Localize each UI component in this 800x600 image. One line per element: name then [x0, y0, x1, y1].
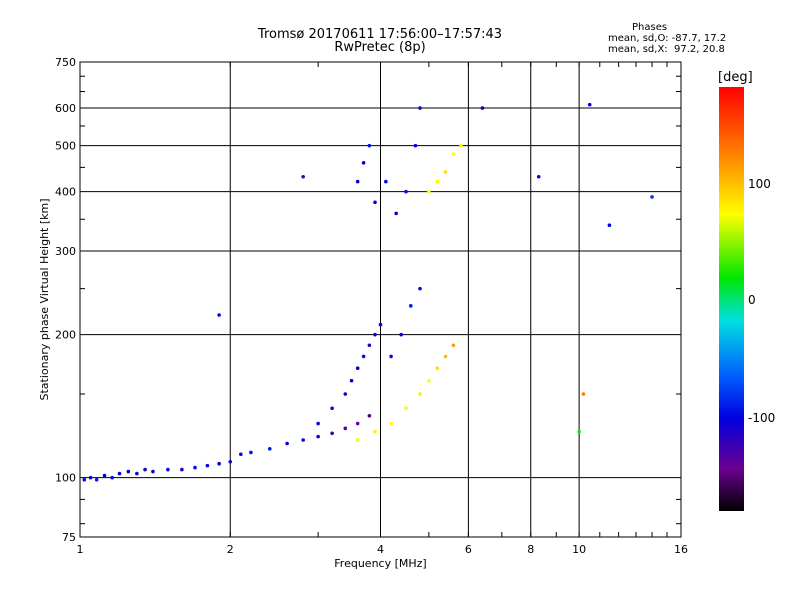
data-point — [459, 143, 463, 148]
data-point — [193, 465, 197, 470]
y-tick-label: 600 — [55, 102, 76, 115]
y-tick-label: 750 — [55, 56, 76, 69]
data-point — [451, 152, 456, 156]
x-tick-label: 8 — [527, 543, 534, 556]
data-point — [413, 143, 418, 148]
data-point — [367, 413, 372, 418]
chart-title: Tromsø 20170611 17:56:00–17:57:43 — [257, 27, 503, 42]
data-point — [217, 313, 221, 317]
x-tick-label: 2 — [227, 543, 234, 556]
data-point — [418, 106, 422, 110]
colorbar-tick-0: 0 — [748, 293, 756, 307]
data-point — [427, 189, 431, 194]
data-point — [650, 195, 654, 199]
data-point — [389, 354, 393, 359]
data-point — [82, 477, 87, 482]
data-point — [408, 304, 413, 308]
data-point — [126, 469, 131, 474]
data-point — [343, 426, 348, 431]
data-point — [355, 179, 360, 184]
stats-title: Phases — [632, 22, 668, 33]
data-point — [389, 421, 393, 426]
x-tick-label: 16 — [674, 543, 688, 556]
data-point — [361, 161, 366, 165]
data-point — [404, 189, 408, 194]
stats-o-mode: mean, sd,O: -87.7, 17.2 — [608, 33, 727, 44]
data-point — [536, 174, 541, 179]
data-point — [587, 102, 592, 107]
data-point — [607, 223, 612, 228]
data-point — [94, 477, 99, 482]
y-tick-label: 200 — [55, 329, 76, 342]
data-point — [267, 447, 272, 451]
data-point — [577, 429, 581, 434]
y-tick-label: 100 — [55, 472, 76, 485]
x-tick-label: 6 — [465, 543, 472, 556]
data-point — [228, 459, 233, 464]
data-point — [384, 179, 388, 184]
data-point — [239, 452, 243, 457]
data-point — [102, 473, 107, 478]
data-point — [361, 354, 366, 359]
data-point — [373, 200, 377, 205]
x-tick-label: 10 — [572, 543, 586, 556]
data-point — [285, 441, 289, 446]
data-point — [217, 461, 221, 466]
data-point — [435, 366, 440, 370]
colorbar — [719, 87, 744, 511]
data-point — [435, 179, 440, 184]
data-point — [355, 421, 360, 426]
data-point — [443, 354, 448, 359]
data-point — [480, 106, 485, 110]
data-point — [143, 467, 147, 472]
x-tick-label: 4 — [377, 543, 384, 556]
data-point — [451, 343, 456, 348]
x-tick-label: 1 — [77, 543, 84, 556]
data-point — [88, 475, 93, 480]
data-point — [349, 378, 354, 383]
data-point — [151, 469, 155, 474]
data-point — [399, 332, 403, 337]
data-point — [117, 471, 122, 476]
data-point — [418, 392, 422, 396]
data-point — [180, 467, 184, 472]
data-point — [367, 343, 372, 348]
data-point — [355, 366, 360, 370]
data-point — [205, 463, 210, 468]
data-point — [373, 332, 377, 337]
data-point — [443, 170, 448, 174]
data-point — [316, 421, 320, 426]
data-point — [330, 406, 334, 411]
data-point — [110, 475, 114, 480]
y-tick-label: 300 — [55, 245, 76, 258]
data-point — [330, 431, 334, 436]
data-point — [418, 286, 422, 291]
x-axis-label: Frequency [MHz] — [334, 557, 426, 570]
chart-subtitle: RwPretec (8p) — [334, 40, 426, 55]
colorbar-unit-label: [deg] — [718, 70, 753, 85]
data-point — [355, 438, 360, 442]
colorbar-tick-100: 100 — [748, 177, 771, 191]
colorbar-tick-minus-100: -100 — [748, 411, 776, 425]
y-tick-label: 500 — [55, 140, 76, 153]
data-point — [316, 434, 320, 439]
y-tick-label: 75 — [62, 531, 76, 544]
data-point — [373, 429, 377, 434]
data-point — [394, 211, 398, 216]
data-point — [404, 406, 408, 411]
data-point — [378, 322, 383, 327]
y-tick-label: 400 — [55, 186, 76, 199]
stats-x-mode: mean, sd,X: 97.2, 20.8 — [608, 44, 725, 55]
data-point — [249, 450, 253, 455]
data-point — [581, 392, 586, 396]
data-point — [135, 471, 139, 476]
data-point — [343, 392, 348, 396]
data-point — [367, 143, 372, 148]
data-point — [301, 438, 305, 442]
y-axis-label: Stationary phase Virtual Height [km] — [38, 198, 51, 400]
data-point — [166, 467, 170, 472]
data-point — [427, 378, 431, 383]
data-point — [301, 174, 305, 179]
